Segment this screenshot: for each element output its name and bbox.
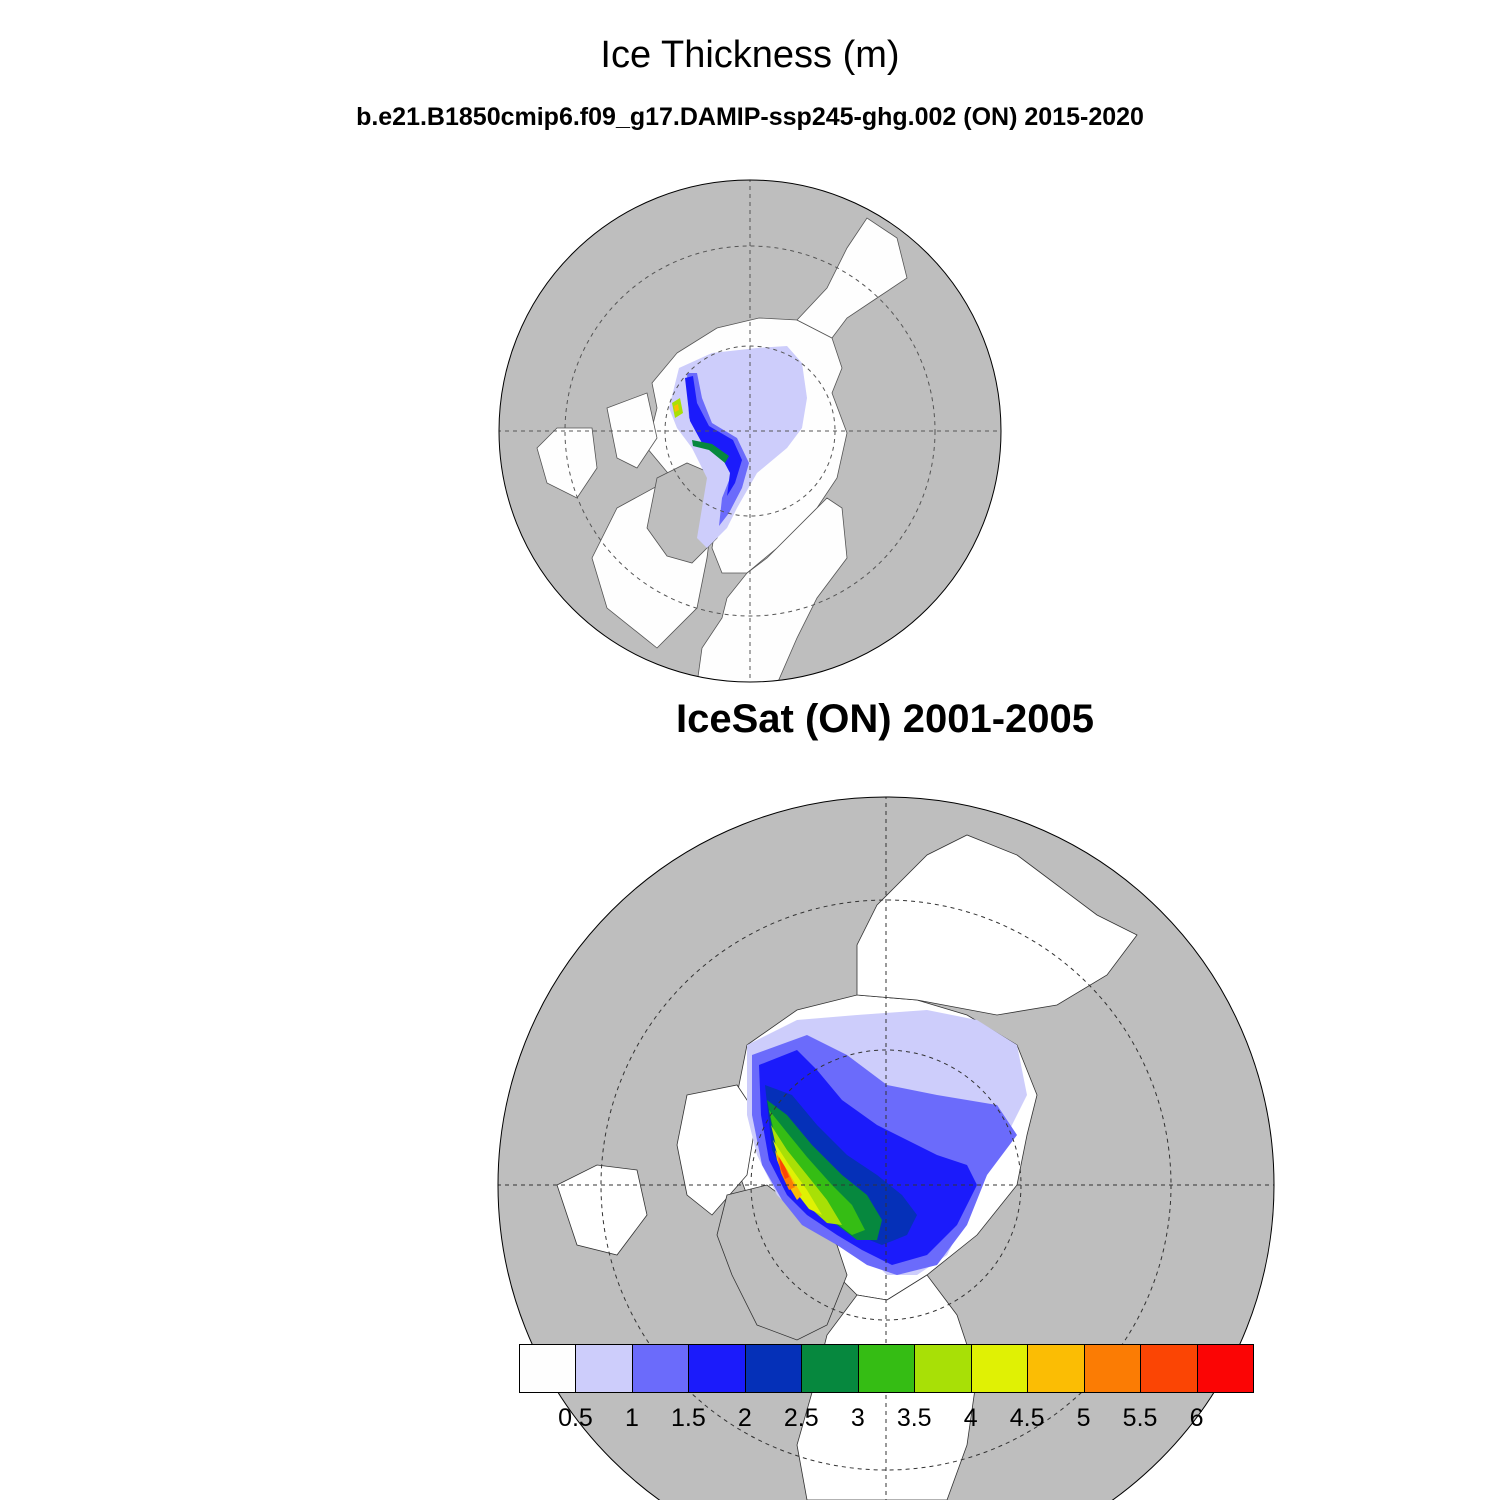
colorbar-swatch <box>801 1344 859 1393</box>
ice-level-3 <box>685 376 742 496</box>
colorbar-tick-label: 3 <box>850 1404 865 1432</box>
ice-level-4 <box>765 1085 917 1245</box>
ice-level-9 <box>674 404 679 412</box>
colorbar-swatch <box>970 1344 1029 1393</box>
ice-level-11 <box>779 1157 789 1179</box>
colorbar-tick-label: 2.5 <box>783 1404 819 1432</box>
colorbar <box>519 1344 1254 1394</box>
colorbar-swatch <box>914 1344 972 1393</box>
colorbar-tick-label: 4 <box>963 1404 978 1432</box>
colorbar-swatch <box>631 1344 690 1393</box>
hudson-bay <box>536 427 598 499</box>
colorbar-swatch <box>1027 1344 1085 1393</box>
ice-level-3 <box>759 1050 977 1265</box>
icesat-panel-title: IceSat (ON) 2001-2005 <box>675 697 1094 741</box>
hudson-bay <box>556 1164 648 1256</box>
colorbar-tick-label: 2 <box>737 1404 752 1432</box>
colorbar-tick-label: 1.5 <box>670 1404 706 1432</box>
model-ice-thickness-map <box>498 179 1002 683</box>
colorbar-swatch <box>1083 1344 1142 1393</box>
canadian-channels <box>606 392 658 469</box>
icesat-ice-thickness-map <box>497 796 1275 1500</box>
colorbar-tick-label: 6 <box>1189 1404 1204 1432</box>
colorbar-tick-label: 3.5 <box>896 1404 932 1432</box>
colorbar-tick-label: 1 <box>624 1404 639 1432</box>
colorbar-tick-label: 5.5 <box>1122 1404 1158 1432</box>
colorbar-tick-label: 0.5 <box>558 1404 593 1432</box>
colorbar-swatch <box>688 1344 746 1393</box>
pacific-ocean <box>856 834 1138 1016</box>
ice-level-7 <box>771 1125 842 1225</box>
colorbar-swatch <box>1196 1344 1254 1393</box>
colorbar-swatch <box>519 1344 577 1393</box>
model-run-subtitle: b.e21.B1850cmip6.f09_g17.DAMIP-ssp245-gh… <box>356 103 1144 131</box>
barents-atlantic-ocean <box>696 497 848 682</box>
colorbar-swatch <box>575 1344 633 1393</box>
colorbar-tick-label: 4.5 <box>1009 1404 1045 1432</box>
colorbar-swatch <box>1140 1344 1198 1393</box>
ice-level-5 <box>767 1100 882 1240</box>
ice-level-5 <box>692 440 729 463</box>
ice-level-8 <box>773 1140 822 1215</box>
colorbar-swatch <box>744 1344 803 1393</box>
colorbar-tick-label: 5 <box>1076 1404 1091 1432</box>
colorbar-swatch <box>857 1344 916 1393</box>
figure-title: Ice Thickness (m) <box>600 34 900 76</box>
ice-level-6 <box>769 1110 865 1235</box>
